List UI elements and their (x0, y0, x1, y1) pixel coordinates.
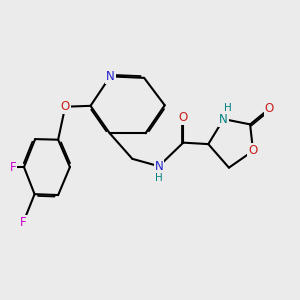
Text: N: N (106, 70, 115, 83)
Text: O: O (265, 102, 274, 115)
Text: O: O (178, 111, 188, 124)
Text: F: F (10, 160, 16, 174)
Text: H: H (224, 103, 232, 113)
Text: O: O (61, 100, 70, 113)
Text: N: N (154, 160, 163, 173)
Text: O: O (248, 144, 258, 158)
Text: F: F (20, 216, 27, 229)
Text: H: H (155, 173, 163, 183)
Text: N: N (219, 112, 228, 126)
